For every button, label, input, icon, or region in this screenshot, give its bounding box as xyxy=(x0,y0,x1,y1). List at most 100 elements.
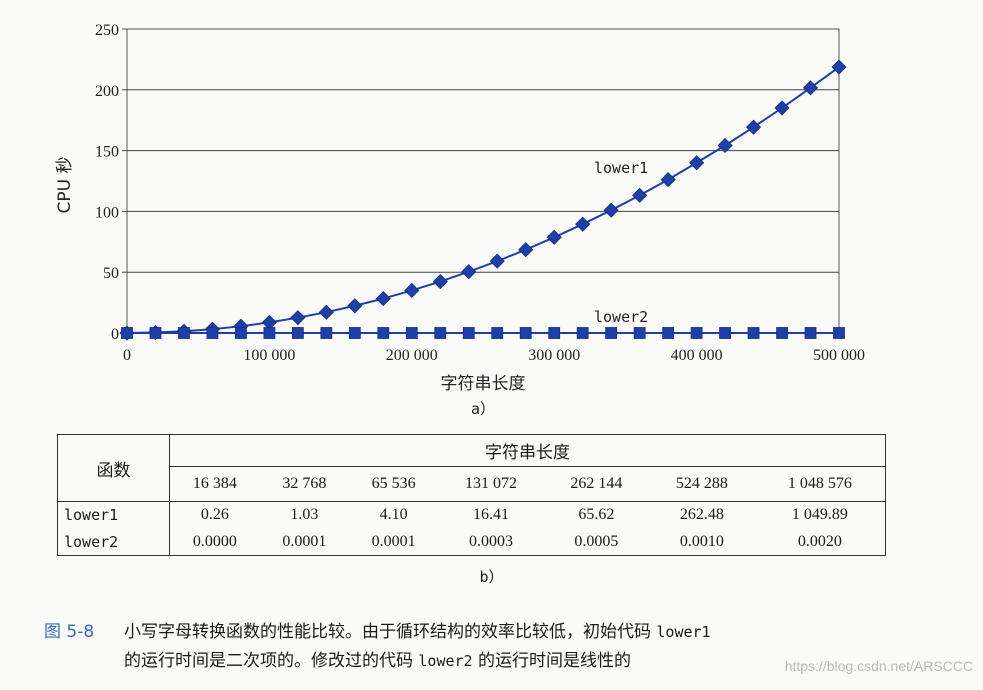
caption-text: 的运行时间是线性的 xyxy=(478,651,631,671)
data-point-lower2 xyxy=(491,327,504,339)
performance-table: 函数 字符串长度 16 384 32 768 65 536 131 072 26… xyxy=(57,433,886,556)
x-tick-label: 500 000 xyxy=(813,347,865,364)
value-cell: 0.0003 xyxy=(438,528,544,556)
data-point-lower2 xyxy=(348,327,361,339)
data-point-lower2 xyxy=(747,327,760,339)
data-point-lower2 xyxy=(605,327,618,339)
data-point-lower2 xyxy=(206,327,219,339)
data-point-lower2 xyxy=(149,327,162,339)
data-point-lower1 xyxy=(774,100,790,116)
y-tick-label: 150 xyxy=(95,144,119,161)
data-point-lower2 xyxy=(235,327,247,339)
func-name-cell: lower1 xyxy=(57,501,170,529)
series-label-lower2: lower2 xyxy=(594,308,648,326)
data-point-lower1 xyxy=(802,80,819,96)
value-cell: 0.0001 xyxy=(259,528,349,556)
data-point-lower1 xyxy=(632,187,648,203)
y-tick-label: 0 xyxy=(111,326,119,343)
data-point-lower2 xyxy=(121,327,133,339)
y-tick-label: 100 xyxy=(95,204,119,221)
caption-text: 小写字母转换函数的性能比较。由于循环结构的效率比较低，初始代码 xyxy=(124,622,651,642)
data-point-lower2 xyxy=(776,327,788,339)
value-cell: 0.26 xyxy=(200,506,229,524)
length-header: 1 048 576 xyxy=(754,465,886,503)
length-header: 262 144 xyxy=(543,465,650,503)
y-tick-label: 50 xyxy=(103,265,119,282)
caption-text: 的运行时间是二次项的。修改过的代码 xyxy=(124,651,413,671)
x-tick-label: 200 000 xyxy=(386,347,438,364)
data-point-lower2 xyxy=(462,327,475,339)
value-cell: 0.0010 xyxy=(649,528,755,556)
length-group-header: 字符串长度 xyxy=(169,434,886,467)
data-point-lower2 xyxy=(662,327,675,339)
value-cell: 0.0020 xyxy=(754,528,886,556)
data-point-lower1 xyxy=(745,119,762,135)
value-cell: 0.0000 xyxy=(169,528,260,556)
data-point-lower2 xyxy=(719,327,731,339)
data-point-lower2 xyxy=(690,327,703,339)
func-header: 函数 xyxy=(57,433,170,503)
x-tick-label: 400 000 xyxy=(671,347,723,364)
caption-code: lower1 xyxy=(656,623,711,641)
length-header: 16 384 xyxy=(169,465,260,503)
value-cell: 262.48 xyxy=(679,506,724,524)
caption-line-1: 图 5-8 小写字母转换函数的性能比较。由于循环结构的效率比较低，初始代码 low… xyxy=(44,618,944,647)
data-point-lower1 xyxy=(489,253,505,269)
data-point-lower1 xyxy=(689,155,705,171)
x-tick-label: 0 xyxy=(123,347,131,364)
data-point-lower1 xyxy=(404,282,420,299)
caption-code: lower2 xyxy=(418,652,473,670)
series-label-lower1: lower1 xyxy=(594,159,648,177)
data-point-lower1 xyxy=(375,291,391,307)
x-tick-label: 300 000 xyxy=(528,347,580,364)
data-point-lower2 xyxy=(178,327,190,339)
x-tick-label: 100 000 xyxy=(243,347,295,364)
value-cell: 16.41 xyxy=(472,506,509,524)
data-point-lower2 xyxy=(576,327,589,339)
value-cell: 0.0001 xyxy=(348,528,439,556)
figure-caption: 图 5-8 小写字母转换函数的性能比较。由于循环结构的效率比较低，初始代码 low… xyxy=(44,618,944,676)
data-point-lower2 xyxy=(377,327,390,339)
data-point-lower1 xyxy=(831,59,847,75)
func-name-cell: lower2 xyxy=(57,528,170,556)
data-point-lower1 xyxy=(518,242,534,258)
data-point-lower2 xyxy=(519,327,532,339)
value-cell: 4.10 xyxy=(379,506,408,524)
length-header: 32 768 xyxy=(259,465,349,503)
value-cell: 0.0005 xyxy=(543,528,650,556)
length-header: 131 072 xyxy=(438,465,544,503)
watermark: https://blog.csdn.net/ARSCCC xyxy=(784,658,973,674)
data-point-lower2 xyxy=(804,327,817,339)
value-cell: 1.03 xyxy=(290,506,319,524)
data-point-lower1 xyxy=(318,304,334,320)
caption-line-2: 的运行时间是二次项的。修改过的代码 lower2 的运行时间是线性的 xyxy=(44,647,944,676)
data-point-lower2 xyxy=(320,327,333,339)
length-header: 65 536 xyxy=(348,465,439,503)
data-point-lower1 xyxy=(575,216,591,232)
y-axis-title: CPU 秒 xyxy=(55,157,75,214)
data-point-lower2 xyxy=(633,327,646,339)
data-point-lower1 xyxy=(290,310,306,326)
data-point-lower2 xyxy=(263,327,276,339)
value-cell: 65.62 xyxy=(578,506,615,524)
data-point-lower1 xyxy=(432,273,448,290)
y-axis-ticks: 0 50 100 150 200 250 xyxy=(95,22,127,343)
series-line-lower1 xyxy=(126,66,840,334)
value-cell: 1 049.89 xyxy=(754,501,886,529)
performance-table-wrap: 函数 字符串长度 16 384 32 768 65 536 131 072 26… xyxy=(57,433,886,556)
data-point-lower1 xyxy=(546,229,562,245)
series-group xyxy=(119,59,847,341)
data-point-lower1 xyxy=(660,172,676,188)
data-point-lower1 xyxy=(461,264,477,280)
data-point-lower2 xyxy=(434,327,447,339)
subfigure-label-b: b） xyxy=(479,568,504,586)
x-axis-ticks: 0 100 000 200 000 300 000 400 000 500 000 xyxy=(123,333,865,364)
figure-number: 图 5-8 xyxy=(44,622,95,642)
table-row: lower2 0.0000 0.0001 0.0001 0.0003 0.000… xyxy=(57,528,886,556)
x-axis-title: 字符串长度 xyxy=(441,374,526,394)
length-header: 524 288 xyxy=(649,465,755,503)
cpu-time-chart: 0 50 100 150 200 250 0 100 000 200 000 300 000 40… xyxy=(55,22,865,418)
subfigure-label-a: a） xyxy=(471,400,495,418)
grid-lines xyxy=(127,89,839,273)
data-point-lower2 xyxy=(291,327,304,339)
